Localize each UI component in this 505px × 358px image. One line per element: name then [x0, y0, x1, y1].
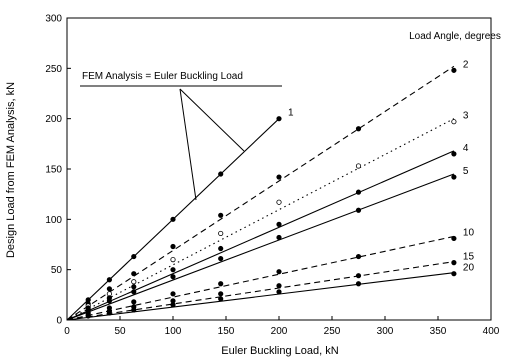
point-5-6	[355, 207, 362, 213]
point-20-1	[106, 310, 113, 316]
point-20-6	[355, 281, 362, 287]
point-4-6	[355, 189, 362, 195]
annotation-label: FEM Analysis = Euler Buckling Load	[82, 71, 243, 82]
point-4-7	[451, 151, 457, 157]
point-3-7	[451, 119, 457, 125]
series-label-1: 1	[288, 108, 294, 119]
annotation-arrow-1	[179, 88, 245, 152]
point-4-3	[170, 267, 176, 273]
point-2-5	[276, 174, 282, 180]
series-line-3	[66, 118, 455, 321]
point-2-3	[170, 243, 176, 250]
point-2-4	[218, 212, 224, 218]
series-10	[66, 235, 457, 321]
x-tick-label-7: 350	[430, 326, 447, 337]
series-3	[66, 118, 457, 321]
point-15-5	[276, 283, 282, 289]
series-line-5	[66, 173, 455, 321]
point-5-4	[218, 255, 224, 262]
series-layer	[66, 65, 457, 321]
series-label-15: 15	[463, 252, 475, 263]
series-4	[66, 150, 457, 321]
point-10-4	[218, 281, 224, 287]
point-4-5	[276, 221, 282, 227]
point-1-1	[106, 277, 113, 283]
series-20	[66, 271, 457, 321]
series-label-4: 4	[463, 143, 469, 154]
point-10-3	[170, 291, 176, 297]
point-3-6	[355, 163, 362, 169]
legend-title: Load Angle, degrees	[409, 31, 501, 42]
point-5-7	[451, 174, 457, 180]
series-label-10: 10	[463, 227, 475, 238]
point-2-2	[131, 271, 137, 277]
y-tick-label-4: 200	[45, 114, 62, 125]
series-1	[66, 116, 282, 321]
point-1-4	[218, 171, 224, 177]
point-1-3	[170, 216, 176, 222]
point-4-2	[131, 284, 137, 290]
point-10-7	[451, 235, 457, 242]
point-3-3	[170, 256, 176, 263]
series-label-3: 3	[463, 111, 469, 122]
y-tick-label-0: 0	[56, 316, 62, 327]
y-tick-label-6: 300	[45, 14, 62, 25]
point-1-2	[131, 253, 137, 260]
series-label-2: 2	[463, 59, 469, 70]
series-5	[66, 173, 457, 321]
y-axis-title: Design Load from FEM Analysis, kN	[5, 82, 17, 258]
point-15-4	[218, 291, 224, 297]
x-tick-label-8: 400	[483, 326, 500, 337]
series-line-15	[66, 261, 454, 321]
point-5-5	[276, 234, 282, 241]
point-10-2	[131, 299, 137, 305]
point-15-6	[355, 273, 362, 279]
x-axis-title: Euler Buckling Load, kN	[221, 345, 338, 357]
point-3-4	[218, 230, 224, 237]
point-5-2	[131, 289, 137, 295]
point-3-2	[131, 279, 137, 285]
series-2	[66, 65, 457, 321]
point-20-7	[451, 271, 457, 277]
y-tick-label-3: 150	[45, 165, 62, 176]
series-label-5: 5	[463, 166, 469, 177]
x-tick-label-4: 200	[271, 326, 288, 337]
point-10-6	[355, 253, 362, 260]
series-line-20	[66, 272, 454, 321]
x-tick-label-1: 50	[114, 326, 126, 337]
point-10-5	[276, 269, 282, 275]
point-20-3	[170, 302, 176, 308]
point-20-4	[218, 296, 224, 302]
y-tick-label-1: 50	[51, 265, 63, 276]
point-2-1	[106, 286, 113, 292]
y-tick-label-5: 250	[45, 64, 62, 75]
point-15-7	[451, 260, 457, 266]
series-line-2	[66, 65, 455, 321]
x-tick-label-0: 0	[64, 326, 70, 337]
point-20-5	[276, 289, 282, 295]
plot-frame	[66, 17, 492, 321]
point-3-5	[276, 199, 282, 205]
x-tick-label-3: 150	[218, 326, 235, 337]
series-line-10	[66, 235, 455, 321]
point-4-4	[218, 245, 224, 252]
annotation-arrow-2	[179, 88, 197, 201]
point-2-7	[451, 67, 457, 73]
x-tick-label-6: 300	[377, 326, 394, 337]
x-tick-label-2: 100	[165, 326, 182, 337]
series-label-20: 20	[463, 263, 475, 274]
point-20-0	[85, 313, 91, 319]
point-5-3	[170, 274, 176, 280]
y-tick-label-2: 100	[45, 215, 62, 226]
series-line-4	[66, 150, 455, 321]
point-1-5	[276, 116, 282, 122]
point-5-1	[106, 298, 113, 304]
point-2-6	[355, 126, 362, 132]
point-20-2	[131, 307, 137, 313]
x-tick-label-5: 250	[324, 326, 341, 337]
axis-ticks: 0 50 100 150 200 250 300 350 400 0 50 100 150 200 250 3…	[45, 14, 499, 338]
